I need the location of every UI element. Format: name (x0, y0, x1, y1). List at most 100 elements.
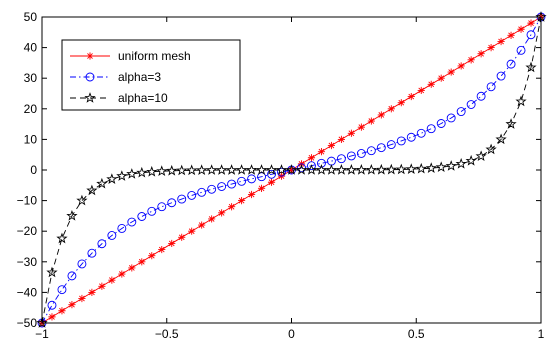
data-point (457, 62, 465, 70)
y-tick-label: 0 (30, 163, 37, 177)
data-point (138, 258, 146, 266)
data-point (68, 301, 76, 309)
data-point (346, 151, 356, 161)
data-point (426, 124, 436, 134)
data-point (525, 61, 537, 73)
data-point (257, 184, 266, 192)
data-point (285, 164, 298, 175)
data-point (198, 221, 206, 229)
data-point (156, 165, 168, 177)
data-point (517, 25, 525, 33)
data-point (467, 56, 475, 64)
data-point (247, 174, 257, 184)
data-point (395, 163, 407, 175)
legend-label: uniform mesh (118, 49, 191, 63)
data-point (475, 150, 487, 162)
data-point (387, 105, 395, 113)
legend-marker (86, 52, 94, 60)
data-point (227, 179, 237, 189)
data-point (375, 163, 387, 175)
data-point (108, 276, 116, 284)
y-tick-label: 20 (24, 102, 38, 116)
data-point (56, 232, 68, 244)
data-point (486, 82, 496, 92)
data-point (58, 307, 66, 315)
data-point (217, 182, 227, 191)
data-point (427, 80, 435, 88)
x-tick-label: 0.5 (408, 327, 425, 340)
legend-entry: alpha=3 (70, 70, 161, 84)
data-point (377, 111, 385, 119)
data-point (446, 113, 456, 123)
data-point (226, 164, 238, 175)
x-tick-label: −1 (35, 327, 49, 340)
data-point (307, 154, 316, 162)
series-3 (36, 11, 547, 328)
data-point (86, 184, 98, 196)
data-point (425, 162, 437, 173)
data-point (265, 164, 278, 175)
data-point (267, 178, 276, 186)
data-point (336, 154, 346, 164)
legend-entry: uniform mesh (70, 49, 191, 63)
data-point (146, 165, 158, 177)
y-tick-label: 40 (24, 41, 38, 55)
data-point (487, 44, 495, 52)
data-point (506, 59, 516, 69)
data-point (167, 198, 177, 208)
data-point (87, 248, 97, 258)
data-point (36, 317, 48, 328)
data-point (355, 164, 367, 175)
data-point (507, 31, 515, 39)
data-point (356, 149, 366, 158)
data-point (307, 161, 316, 171)
y-tick-label: −50 (17, 316, 38, 330)
data-point (516, 45, 526, 55)
data-point (216, 164, 228, 175)
data-point (495, 133, 507, 145)
data-point (57, 285, 67, 295)
y-tick-label: 50 (24, 10, 38, 24)
data-point (325, 164, 338, 175)
data-point (77, 259, 87, 269)
data-point (137, 212, 147, 221)
data-point (397, 99, 405, 107)
data-point (166, 164, 178, 176)
data-point (337, 135, 345, 143)
data-point (67, 271, 77, 281)
data-point (376, 143, 386, 153)
data-point (417, 86, 425, 95)
data-point (407, 92, 415, 101)
data-point (136, 166, 148, 178)
data-point (168, 239, 176, 248)
data-point (447, 68, 455, 76)
data-point (476, 91, 486, 101)
data-point (335, 164, 348, 175)
data-point (228, 203, 236, 211)
data-point (527, 19, 535, 27)
data-point (188, 227, 196, 235)
data-point (157, 202, 167, 212)
data-point (496, 71, 506, 81)
data-point (218, 209, 226, 217)
y-tick-label: 10 (24, 132, 38, 146)
data-point (66, 209, 78, 221)
data-point (477, 50, 485, 58)
data-point (386, 140, 396, 150)
data-point (237, 176, 247, 186)
data-point (118, 270, 126, 278)
series-2 (37, 12, 546, 328)
data-point (465, 154, 477, 166)
data-point (295, 164, 308, 175)
data-point (275, 164, 288, 175)
data-point (357, 123, 365, 131)
data-point (277, 167, 286, 177)
data-point (526, 30, 536, 40)
data-point (78, 294, 86, 303)
data-point (367, 117, 375, 125)
data-point (107, 231, 117, 240)
legend: uniform mesh alpha=3 alpha=10 (61, 39, 241, 111)
data-point (187, 190, 197, 200)
data-point (47, 300, 57, 310)
